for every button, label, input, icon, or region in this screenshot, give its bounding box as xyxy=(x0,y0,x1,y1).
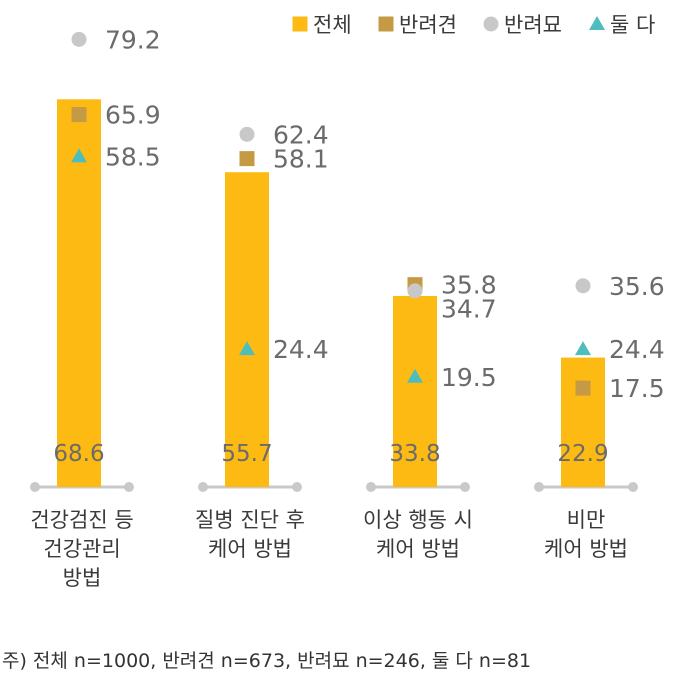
marker-value-label: 35.8 xyxy=(441,271,497,300)
bar-value-label: 68.6 xyxy=(53,441,104,467)
baseline-dot xyxy=(124,482,134,492)
bar xyxy=(561,357,605,487)
baseline-dot xyxy=(628,482,638,492)
legend-label: 전체 xyxy=(313,13,352,37)
marker-value-label: 17.5 xyxy=(609,374,665,403)
legend-swatch xyxy=(483,16,499,32)
baseline-dot xyxy=(534,482,544,492)
triangle-marker xyxy=(407,368,423,383)
bar xyxy=(225,172,269,487)
value-labels: 68.6 65.9 79.2 58.5 55.7 58.162.4 24.4 33.8 35.8… xyxy=(53,25,664,467)
baseline-dot xyxy=(460,482,470,492)
bar-value-label: 33.8 xyxy=(389,441,440,467)
bars xyxy=(57,99,605,487)
legend-label: 반려묘 xyxy=(504,13,562,37)
baseline-dot xyxy=(366,482,376,492)
category-label: 건강관리 xyxy=(43,537,120,561)
marker-value-label: 58.1 xyxy=(273,145,329,174)
circle-marker xyxy=(575,278,591,294)
category-label: 건강검진 등 xyxy=(30,508,133,532)
legend-label: 둘 다 xyxy=(610,13,655,37)
baseline-dot xyxy=(30,482,40,492)
bar-value-label: 22.9 xyxy=(557,441,608,467)
legend-label: 반려견 xyxy=(399,13,457,37)
triangle-marker xyxy=(575,341,591,356)
markers xyxy=(71,31,591,396)
baseline-dot xyxy=(292,482,302,492)
category-label: 케어 방법 xyxy=(208,537,292,561)
square-marker xyxy=(239,151,255,167)
legend-swatch xyxy=(292,16,308,32)
footnote: 주) 전체 n=1000, 반려견 n=673, 반려묘 n=246, 둘 다 … xyxy=(2,650,531,672)
marker-value-label: 34.7 xyxy=(441,295,497,324)
baseline-dot xyxy=(198,482,208,492)
square-marker xyxy=(575,380,591,396)
marker-value-label: 35.6 xyxy=(609,272,665,301)
category-label: 케어 방법 xyxy=(544,537,628,561)
category-baselines xyxy=(30,482,638,492)
category-label: 방법 xyxy=(63,566,102,590)
circle-marker xyxy=(71,31,87,47)
category-label: 질병 진단 후 xyxy=(195,508,305,532)
category-label: 비만 xyxy=(567,508,606,532)
marker-value-label: 79.2 xyxy=(105,25,161,54)
marker-value-label: 24.4 xyxy=(609,335,665,364)
marker-value-label: 19.5 xyxy=(441,363,497,392)
category-label: 케어 방법 xyxy=(376,537,460,561)
legend: 전체 반려견 반려묘 둘 다 xyxy=(292,13,655,37)
marker-value-label: 62.4 xyxy=(273,120,329,149)
circle-marker xyxy=(407,283,423,299)
circle-marker xyxy=(239,126,255,142)
triangle-marker xyxy=(71,148,87,163)
bar-value-label: 55.7 xyxy=(221,441,272,467)
bar xyxy=(57,99,101,487)
bar xyxy=(393,295,437,487)
square-marker xyxy=(71,107,87,123)
marker-value-label: 58.5 xyxy=(105,142,161,171)
marker-value-label: 24.4 xyxy=(273,335,329,364)
legend-swatch xyxy=(378,16,394,32)
category-label: 이상 행동 시 xyxy=(363,508,473,532)
marker-value-label: 65.9 xyxy=(105,101,161,130)
triangle-marker xyxy=(239,341,255,356)
legend-swatch xyxy=(589,16,605,30)
